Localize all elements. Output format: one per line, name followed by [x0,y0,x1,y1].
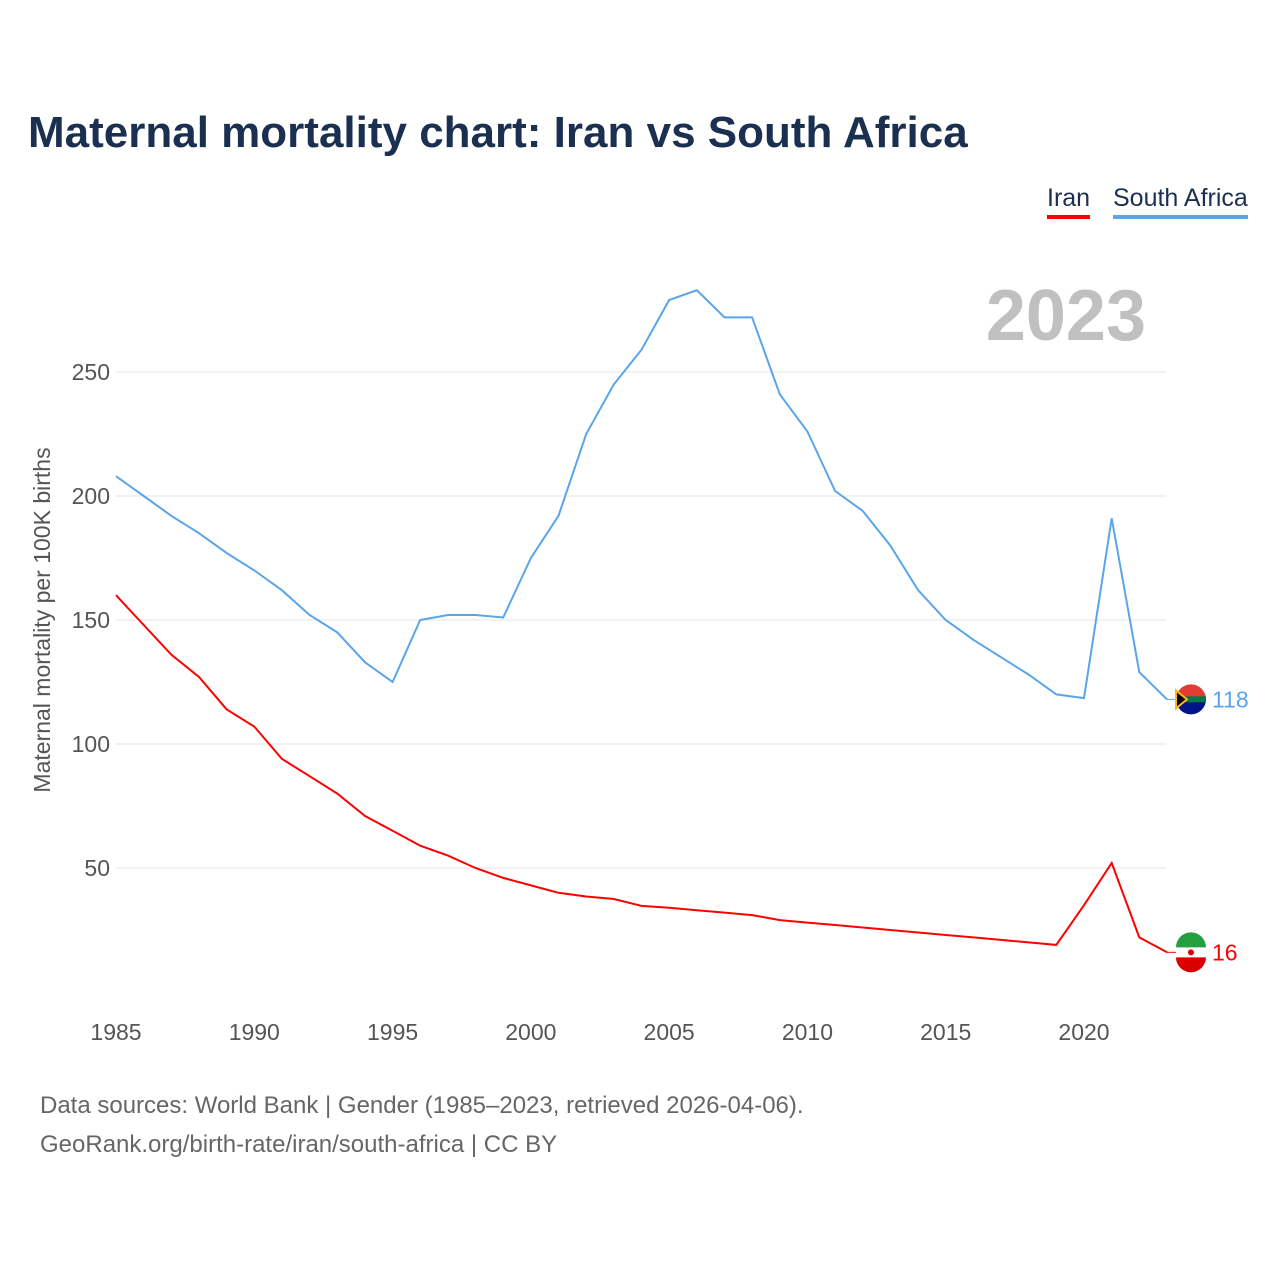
x-tick-label: 2010 [782,1019,833,1045]
chart-title: Maternal mortality chart: Iran vs South … [28,108,968,157]
south-africa-flag-icon [1174,684,1206,715]
y-axis-label: Maternal mortality per 100K births [29,447,55,792]
x-tick-label: 2020 [1058,1019,1109,1045]
end-value-label: 16 [1212,939,1238,965]
y-tick-label: 200 [72,483,110,509]
x-tick-label: 2000 [505,1019,556,1045]
legend-south-africa[interactable]: South Africa [1113,184,1248,219]
footer: Data sources: World Bank | Gender (1985–… [40,1086,804,1164]
year-watermark: 2023 [986,276,1146,356]
y-tick-label: 250 [72,359,110,385]
x-tick-label: 2015 [920,1019,971,1045]
x-tick-label: 2005 [644,1019,695,1045]
x-tick-label: 1990 [229,1019,280,1045]
iran-flag-icon [1175,932,1206,973]
legend-iran[interactable]: Iran [1047,184,1091,219]
x-tick-label: 1995 [367,1019,418,1045]
y-tick-label: 150 [72,607,110,633]
y-tick-label: 100 [72,731,110,757]
source-link[interactable]: GeoRank.org/birth-rate/iran/south-africa… [40,1131,558,1158]
x-tick-label: 1985 [90,1019,141,1045]
series-line-south-africa [115,289,1168,701]
y-tick-label: 50 [84,855,110,881]
source-text: Data sources: World Bank | Gender (1985–… [40,1092,804,1119]
end-value-label: 118 [1212,686,1249,712]
series-line-iran [115,594,1168,954]
